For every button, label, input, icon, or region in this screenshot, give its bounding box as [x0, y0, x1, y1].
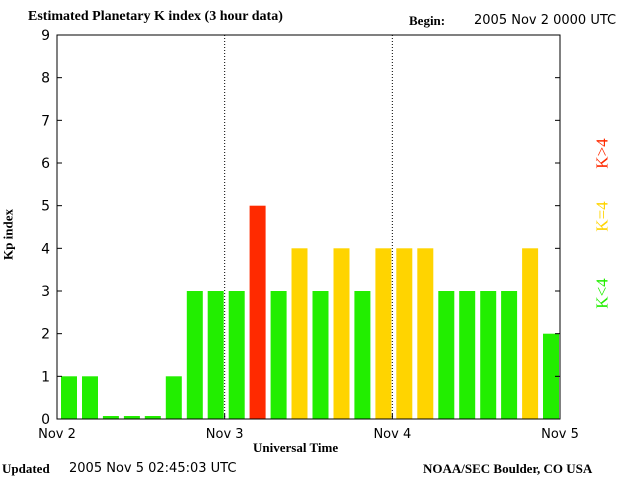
kp-bar	[543, 333, 559, 419]
legend-k-below-4: K<4	[592, 278, 612, 309]
kp-bar	[186, 291, 203, 419]
kp-bar	[61, 376, 77, 419]
x-tick-label: Nov 4	[373, 427, 411, 442]
y-tick-label: 9	[41, 28, 50, 44]
kp-bar	[522, 248, 539, 419]
kp-bar	[291, 248, 308, 419]
kp-bar	[354, 291, 371, 419]
kp-bar	[312, 291, 329, 419]
y-tick-label: 4	[41, 241, 50, 257]
begin-value: 2005 Nov 2 0000 UTC	[474, 13, 617, 28]
kp-bar	[438, 291, 455, 419]
kp-bar	[165, 376, 182, 419]
kp-bar	[144, 416, 161, 419]
kp-bar	[102, 416, 119, 419]
y-tick-label: 7	[41, 113, 50, 129]
begin-label: Begin:	[409, 13, 446, 28]
kp-bar	[228, 291, 245, 419]
kp-bar	[207, 291, 224, 419]
y-tick-label: 3	[41, 284, 50, 300]
y-tick-label: 1	[41, 369, 50, 385]
x-tick-label: Nov 2	[38, 427, 76, 442]
kp-bar	[501, 291, 518, 419]
legend-k-equal-4: K=4	[592, 201, 612, 232]
chart-title: Estimated Planetary K index (3 hour data…	[28, 9, 283, 24]
kp-bar	[480, 291, 497, 419]
kp-bar	[417, 248, 434, 419]
kp-bar	[396, 248, 413, 419]
y-tick-label: 8	[41, 71, 50, 87]
updated-value: 2005 Nov 5 02:45:03 UTC	[69, 461, 237, 476]
kp-bar	[123, 416, 140, 419]
y-tick-label: 2	[41, 327, 50, 343]
kp-bar	[333, 248, 350, 419]
updated-label: Updated	[2, 461, 50, 476]
y-axis-label: Kp index	[0, 209, 16, 260]
kp-bar	[82, 376, 98, 419]
x-axis-label: Universal Time	[253, 440, 339, 455]
kp-bar	[459, 291, 476, 419]
y-tick-label: 5	[41, 199, 50, 215]
x-tick-label: Nov 5	[541, 427, 579, 442]
x-tick-label: Nov 3	[206, 427, 244, 442]
kp-bar	[270, 291, 287, 419]
kp-bar	[375, 248, 392, 419]
y-tick-label: 6	[41, 156, 50, 172]
plot-frame	[56, 34, 561, 420]
credit-label: NOAA/SEC Boulder, CO USA	[423, 461, 593, 476]
y-tick-label: 0	[41, 412, 50, 428]
kp-bar	[249, 205, 266, 419]
